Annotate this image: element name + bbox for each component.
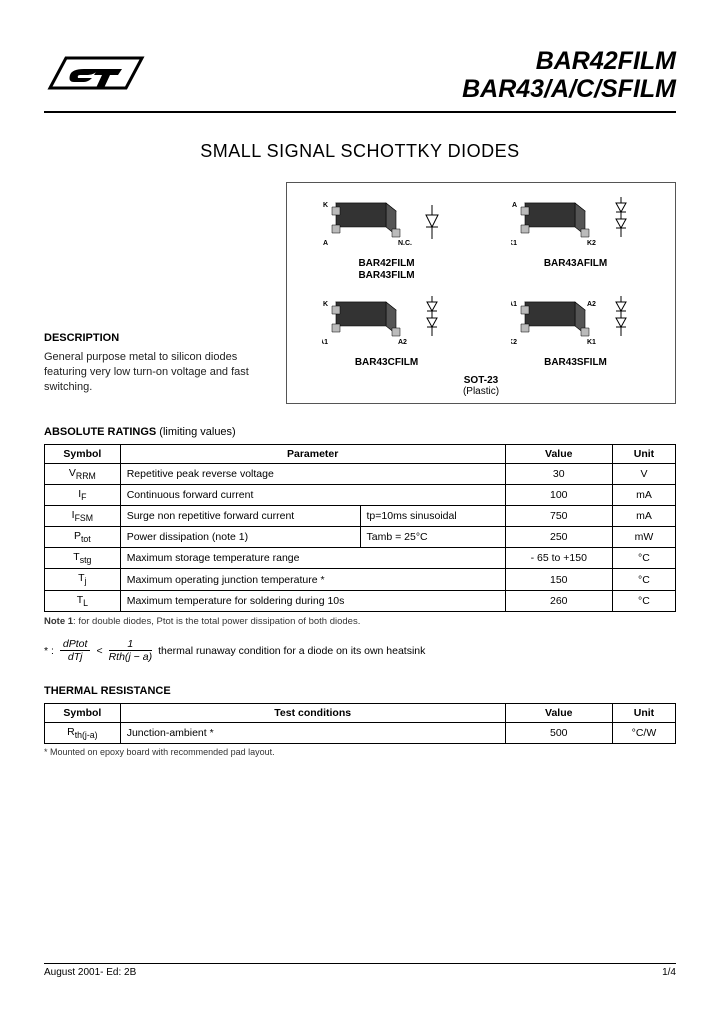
table-row: IFContinuous forward current100mA <box>45 485 676 506</box>
ratings-title-suffix: (limiting values) <box>156 426 235 438</box>
svg-text:A1: A1 <box>511 301 517 308</box>
svg-text:N.C.: N.C. <box>398 240 412 247</box>
package-label: BAR43AFILM <box>484 258 667 270</box>
svg-text:A: A <box>322 240 327 247</box>
formula-rhs: 1 Rth(j − a) <box>109 639 152 663</box>
package-cell: A K1 K2 BAR43AFILM <box>484 193 667 282</box>
svg-text:K2: K2 <box>511 339 517 346</box>
ratings-title: ABSOLUTE RATINGS (limiting values) <box>44 426 676 438</box>
package-cell: A1 K2 K1 A2 BAR43SFILM <box>484 292 667 369</box>
description-text: General purpose metal to silicon diodes … <box>44 350 274 395</box>
package-box: K A N.C. BAR42FILMBAR43FILM A K1 K2 BAR43AFI… <box>286 182 676 404</box>
page-content: BAR42FILM BAR43/A/C/SFILM SMALL SIGNAL S… <box>0 0 720 787</box>
part-titles: BAR42FILM BAR43/A/C/SFILM <box>462 48 676 103</box>
table-row: PtotPower dissipation (note 1)Tamb = 25°… <box>45 527 676 548</box>
svg-text:K1: K1 <box>587 339 596 346</box>
table-row: IFSMSurge non repetitive forward current… <box>45 506 676 527</box>
formula-tail: thermal runaway condition for a diode on… <box>158 645 425 657</box>
ratings-table: SymbolParameterValueUnit VRRMRepetitive … <box>44 444 676 612</box>
package-label: BAR43SFILM <box>484 357 667 369</box>
thermal-formula: * : dPtot dTj < 1 Rth(j − a) thermal run… <box>44 639 676 663</box>
formula-prefix: * : <box>44 645 54 657</box>
part-number-1: BAR42FILM <box>462 48 676 76</box>
formula-lhs: dPtot dTj <box>60 639 91 663</box>
package-cell: K A N.C. BAR42FILMBAR43FILM <box>295 193 478 282</box>
table-row: TstgMaximum storage temperature range- 6… <box>45 548 676 569</box>
svg-text:A1: A1 <box>322 339 328 346</box>
package-label: BAR43CFILM <box>295 357 478 369</box>
svg-text:K: K <box>322 202 327 209</box>
thermal-table: SymbolTest conditionsValueUnit Rth(j-a)J… <box>44 703 676 744</box>
table-row: TjMaximum operating junction temperature… <box>45 569 676 590</box>
package-footer: SOT-23 (Plastic) <box>295 375 667 397</box>
description-heading: DESCRIPTION <box>44 332 274 344</box>
package-label: BAR42FILMBAR43FILM <box>295 258 478 282</box>
package-grid: K A N.C. BAR42FILMBAR43FILM A K1 K2 BAR43AFI… <box>295 193 667 369</box>
table-row: Rth(j-a)Junction-ambient *500°C/W <box>45 722 676 743</box>
mid-section: DESCRIPTION General purpose metal to sil… <box>44 182 676 404</box>
package-cell: K A1 A2 BAR43CFILM <box>295 292 478 369</box>
package-name: SOT-23 <box>464 375 498 386</box>
st-logo <box>44 48 154 102</box>
thermal-note: * Mounted on epoxy board with recommende… <box>44 747 676 757</box>
package-sub: (Plastic) <box>463 386 499 397</box>
page-header: BAR42FILM BAR43/A/C/SFILM <box>44 48 676 113</box>
description-column: DESCRIPTION General purpose metal to sil… <box>44 182 274 404</box>
svg-text:K1: K1 <box>511 240 517 247</box>
page-footer: August 2001- Ed: 2B 1/4 <box>44 963 676 978</box>
ratings-note-text: for double diodes, Ptot is the total pow… <box>78 616 360 627</box>
footer-page: 1/4 <box>662 967 676 978</box>
svg-text:A2: A2 <box>398 339 407 346</box>
table-row: VRRMRepetitive peak reverse voltage30V <box>45 464 676 485</box>
datasheet-page: BAR42FILM BAR43/A/C/SFILM SMALL SIGNAL S… <box>0 0 720 1012</box>
formula-op: < <box>96 645 102 657</box>
svg-text:K2: K2 <box>587 240 596 247</box>
footer-date: August 2001- Ed: 2B <box>44 967 136 978</box>
svg-text:A2: A2 <box>587 301 596 308</box>
svg-text:A: A <box>511 202 516 209</box>
thermal-title: THERMAL RESISTANCE <box>44 685 676 697</box>
svg-text:K: K <box>322 301 327 308</box>
part-number-2: BAR43/A/C/SFILM <box>462 76 676 104</box>
ratings-title-text: ABSOLUTE RATINGS <box>44 426 156 438</box>
table-row: TLMaximum temperature for soldering duri… <box>45 590 676 611</box>
page-title: SMALL SIGNAL SCHOTTKY DIODES <box>44 141 676 162</box>
ratings-note: Note 1: for double diodes, Ptot is the t… <box>44 616 676 627</box>
